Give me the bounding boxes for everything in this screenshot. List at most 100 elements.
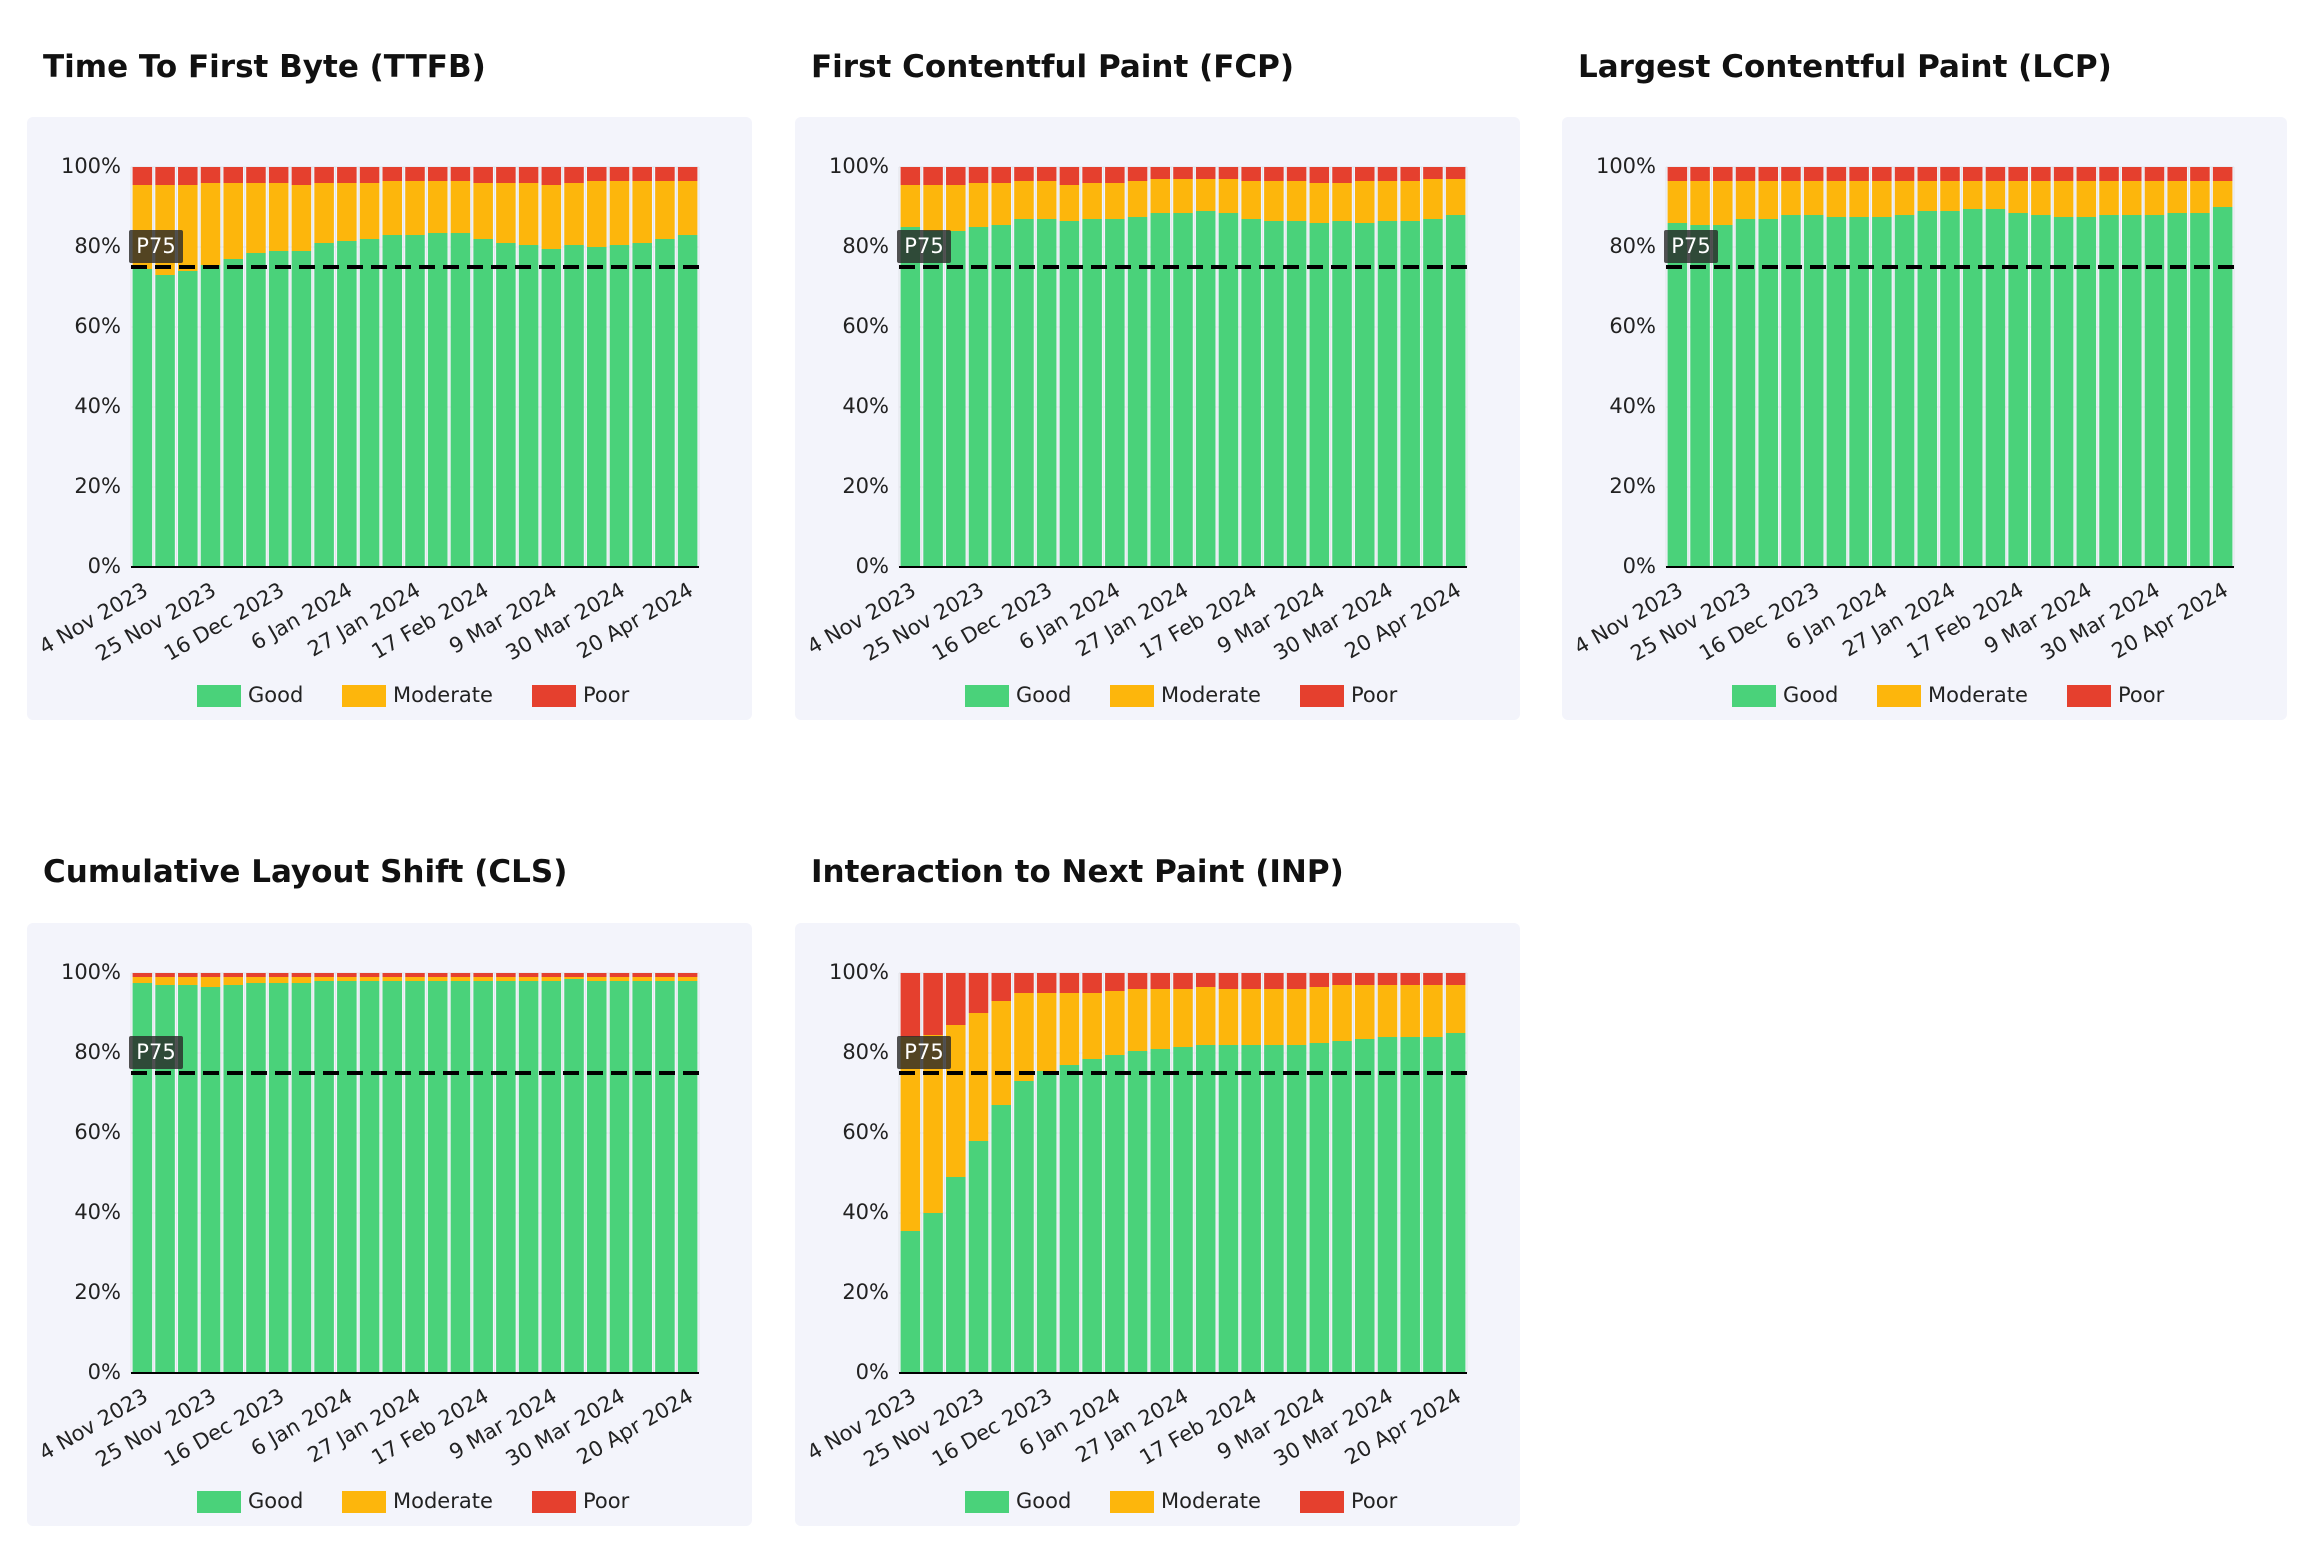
- bar-segment: [200, 977, 221, 987]
- bar-segment: [1962, 167, 1983, 181]
- bar-segment: [2121, 181, 2142, 215]
- bar-segment: [1059, 185, 1080, 221]
- bar-segment: [337, 977, 357, 981]
- bar-segment: [1962, 181, 1983, 209]
- reference-label-box: [897, 230, 951, 263]
- bar-segment: [1423, 219, 1443, 567]
- bar-segment: [223, 973, 244, 977]
- bar-segment: [968, 1141, 989, 1373]
- y-tick-label: 100%: [1596, 154, 1656, 178]
- reference-label-box: [129, 1036, 183, 1069]
- bar-segment: [1264, 181, 1284, 221]
- bar-segment: [1377, 181, 1398, 221]
- bar-segment: [427, 981, 448, 1373]
- legend-label: Moderate: [1161, 683, 1261, 707]
- bar-segment: [1849, 181, 1869, 217]
- bar-segment: [609, 167, 630, 181]
- bar-segment: [246, 977, 266, 983]
- y-tick-label: 40%: [74, 1200, 121, 1224]
- legend-label: Good: [1016, 683, 1071, 707]
- bar-segment: [946, 185, 966, 231]
- bar-segment: [291, 983, 312, 1373]
- chart-panel: 0% 20% 40% 60% 80% 100% 4 Nov 2023 25 Nov 2023 1…: [27, 117, 752, 720]
- bar-segment: [427, 181, 448, 233]
- legend-label: Moderate: [393, 1489, 493, 1513]
- bar-segment: [1377, 167, 1398, 181]
- bar-segment: [2008, 213, 2028, 567]
- legend-label: Poor: [583, 1489, 630, 1513]
- bar-segment: [496, 167, 516, 183]
- bar-segment: [518, 981, 539, 1373]
- bar-segment: [2099, 215, 2119, 567]
- bar-segment: [1127, 181, 1148, 217]
- bar-segment: [1264, 973, 1284, 989]
- y-tick-label: 40%: [74, 394, 121, 418]
- bar-segment: [1332, 985, 1352, 1041]
- bar-segment: [2076, 181, 2097, 217]
- bar-segment: [900, 1231, 921, 1373]
- bar-segment: [1423, 167, 1443, 179]
- bar-segment: [223, 167, 244, 183]
- bar-segment: [1150, 179, 1171, 213]
- y-tick-label: 40%: [1609, 394, 1656, 418]
- y-tick-label: 80%: [1609, 234, 1656, 258]
- bar-segment: [1082, 993, 1102, 1059]
- bar-segment: [450, 977, 471, 981]
- y-tick-label: 60%: [842, 314, 889, 338]
- bar-segment: [1803, 167, 1824, 181]
- y-tick-label: 40%: [842, 1200, 889, 1224]
- bar-segment: [923, 185, 943, 231]
- chart-panel: 0% 20% 40% 60% 80% 100% 4 Nov 2023 25 Nov 2023 1…: [795, 923, 1520, 1526]
- bar-segment: [2031, 215, 2051, 567]
- bar-segment: [359, 981, 380, 1373]
- y-tick-label: 100%: [829, 154, 889, 178]
- bar-segment: [677, 977, 698, 981]
- bar-segment: [1241, 181, 1261, 219]
- y-tick-label: 20%: [1609, 474, 1656, 498]
- bar-segment: [677, 167, 698, 181]
- bar-segment: [1826, 167, 1847, 181]
- bar-segment: [405, 981, 425, 1373]
- bar-segment: [1309, 183, 1330, 223]
- bar-segment: [968, 183, 989, 227]
- bar-segment: [132, 977, 153, 983]
- legend-swatch: [532, 1491, 576, 1513]
- bar-segment: [1445, 179, 1466, 215]
- bar-segment: [1400, 973, 1420, 985]
- legend-swatch: [965, 1491, 1009, 1513]
- bar-segment: [923, 1213, 943, 1373]
- bar-segment: [132, 269, 153, 567]
- bar-segment: [1173, 989, 1193, 1047]
- bar-segment: [268, 973, 289, 977]
- reference-label: P75: [136, 234, 175, 258]
- bar-segment: [900, 227, 921, 567]
- bar-segment: [291, 251, 312, 567]
- bar-segment: [200, 987, 221, 1373]
- bar-segment: [359, 183, 380, 239]
- bar-segment: [1667, 167, 1688, 181]
- bar-segment: [314, 167, 334, 183]
- bar-segment: [1036, 167, 1057, 181]
- legend-swatch: [1300, 685, 1344, 707]
- bar-segment: [1150, 213, 1171, 567]
- reference-label-box: [129, 230, 183, 263]
- bar-segment: [1105, 219, 1125, 567]
- bar-segment: [586, 167, 607, 181]
- bar-segment: [132, 983, 153, 1373]
- bar-segment: [1082, 219, 1102, 567]
- y-tick-label: 20%: [842, 1280, 889, 1304]
- bar-segment: [1082, 1059, 1102, 1373]
- bar-segment: [2008, 167, 2028, 181]
- bar-segment: [1036, 973, 1057, 993]
- bar-segment: [923, 167, 943, 185]
- y-tick-label: 100%: [829, 960, 889, 984]
- bar-segment: [2031, 181, 2051, 215]
- bar-segment: [655, 981, 675, 1373]
- bar-segment: [450, 181, 471, 233]
- bar-segment: [564, 245, 584, 567]
- bar-segment: [155, 985, 175, 1373]
- bar-segment: [923, 231, 943, 567]
- bar-segment: [496, 981, 516, 1373]
- bar-segment: [1127, 167, 1148, 181]
